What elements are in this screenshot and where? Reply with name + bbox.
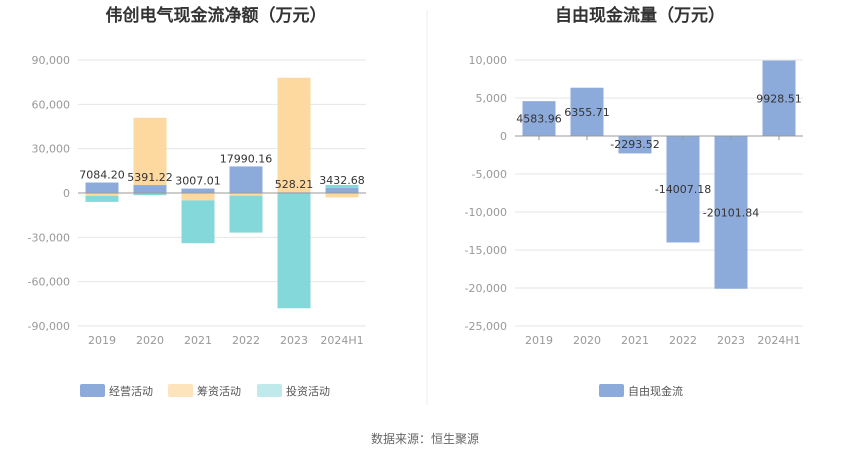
fcf-data-label: -20101.84 (703, 206, 759, 219)
legend-label-operating: 经营活动 (109, 384, 153, 398)
fcf-x-tick: 2019 (525, 334, 553, 347)
cashflow-x-tick: 2020 (136, 334, 164, 347)
cashflow-x-tick: 2022 (232, 334, 260, 347)
fcf-y-tick: -15,000 (465, 244, 507, 257)
fcf-y-axis: 10,000 5,000 0 -5,000 -10,000 -15,000 -20,000 -… (465, 54, 507, 333)
cashflow-chart: 伟创电气现金流净额（万元） 90,000 60,000 30,000 0 -30,000… (28, 5, 366, 398)
cashflow-y-tick: 90,000 (32, 54, 71, 67)
fcf-y-tick: -25,000 (465, 320, 507, 333)
bar-fcf-2019 (522, 101, 556, 136)
bar-operating-2021 (181, 188, 215, 193)
cashflow-y-axis: 90,000 60,000 30,000 0 -30,000 -60,000 -90,000 (28, 54, 70, 333)
bar-investing-2022 (229, 195, 263, 233)
fcf-x-tick: 2023 (717, 334, 745, 347)
bar-fcf-2024H1 (762, 60, 796, 137)
legend-label-fcf: 自由现金流 (628, 384, 683, 398)
cashflow-data-label: 3432.68 (319, 174, 365, 187)
legend-swatch-investing (257, 384, 282, 397)
cashflow-x-tick: 2021 (184, 334, 212, 347)
fcf-y-tick: -20,000 (465, 282, 507, 295)
bar-fcf-2020 (570, 87, 604, 136)
cashflow-y-tick: 30,000 (32, 143, 71, 156)
fcf-x-tick: 2024H1 (757, 334, 800, 347)
fcf-x-axis: 2019 2020 2021 2022 2023 2024H1 (525, 334, 801, 347)
cashflow-data-label: 5391.22 (127, 171, 173, 184)
bar-financing-2023 (277, 77, 311, 193)
cashflow-data-label: 3007.01 (175, 175, 221, 188)
cashflow-data-label: 17990.16 (220, 152, 273, 165)
cashflow-x-axis: 2019 2020 2021 2022 2023 2024H1 (88, 334, 364, 347)
free-cashflow-chart: 自由现金流量（万元） 10,000 5,000 0 -5,000 -10,000 -15,… (465, 5, 803, 398)
cashflow-y-tick: -90,000 (28, 320, 70, 333)
fcf-y-tick: 0 (500, 130, 507, 143)
fcf-data-label: 4583.96 (516, 113, 562, 126)
cashflow-y-tick: 0 (63, 187, 70, 200)
bar-financing-2022 (229, 193, 263, 196)
bar-operating-2020 (133, 185, 167, 193)
legend-label-investing: 投资活动 (286, 384, 330, 398)
fcf-data-label: -2293.52 (610, 138, 659, 151)
legend-item-investing[interactable]: 投资活动 (257, 384, 330, 398)
bar-fcf-2023 (714, 136, 748, 289)
legend-label-financing: 筹资活动 (197, 384, 241, 398)
bar-financing-2020 (133, 117, 167, 186)
fcf-y-tick: -5,000 (472, 168, 507, 181)
bar-fcf-2022 (666, 136, 700, 243)
cashflow-x-tick: 2024H1 (320, 334, 363, 347)
fcf-legend: 自由现金流 (599, 384, 683, 398)
data-source: 数据来源：恒生聚源 (371, 431, 479, 446)
free-cashflow-chart-title: 自由现金流量（万元） (555, 5, 725, 26)
bar-investing-2021 (181, 200, 215, 244)
legend-swatch-operating (80, 384, 105, 397)
fcf-y-tick: 5,000 (476, 92, 508, 105)
bar-operating-2024H1 (325, 187, 359, 193)
legend-swatch-fcf (599, 384, 624, 397)
fcf-x-tick: 2020 (573, 334, 601, 347)
bar-financing-2021 (181, 193, 215, 201)
cashflow-x-tick: 2023 (280, 334, 308, 347)
fcf-data-label: -14007.18 (655, 183, 711, 196)
legend-swatch-financing (168, 384, 193, 397)
cashflow-chart-title: 伟创电气现金流净额（万元） (106, 5, 327, 26)
cashflow-data-label: 7084.20 (79, 169, 125, 182)
bar-financing-2024H1 (325, 193, 359, 198)
fcf-y-tick: 10,000 (469, 54, 508, 67)
cashflow-y-tick: -60,000 (28, 276, 70, 289)
bar-investing-2019 (85, 195, 119, 202)
bar-fcf-2021 (618, 136, 652, 154)
fcf-x-tick: 2021 (621, 334, 649, 347)
cashflow-x-tick: 2019 (88, 334, 116, 347)
bar-investing-2023 (277, 193, 311, 309)
fcf-y-tick: -10,000 (465, 206, 507, 219)
cashflow-legend: 经营活动 筹资活动 投资活动 (80, 384, 330, 398)
fcf-bars (515, 60, 803, 289)
cashflow-data-label: 528.21 (275, 178, 314, 191)
cashflow-y-tick: 60,000 (32, 98, 71, 111)
cashflow-bars (78, 77, 366, 309)
fcf-data-label: 9928.51 (756, 92, 802, 105)
fcf-x-tick: 2022 (669, 334, 697, 347)
legend-item-fcf[interactable]: 自由现金流 (599, 384, 683, 398)
fcf-data-label: 6355.71 (564, 106, 610, 119)
bar-investing-2020 (133, 193, 167, 196)
bar-investing-2024H1 (325, 184, 359, 188)
bar-operating-2019 (85, 182, 119, 193)
legend-item-financing[interactable]: 筹资活动 (168, 384, 241, 398)
bar-financing-2019 (85, 193, 119, 196)
bar-operating-2022 (229, 166, 263, 193)
cashflow-y-tick: -30,000 (28, 231, 70, 244)
legend-item-operating[interactable]: 经营活动 (80, 384, 153, 398)
